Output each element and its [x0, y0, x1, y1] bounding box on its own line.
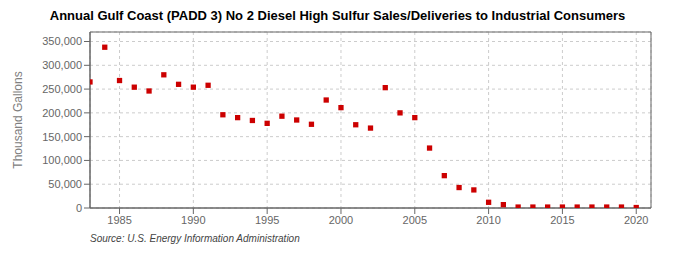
svg-text:50,000: 50,000	[48, 178, 82, 190]
svg-text:350,000: 350,000	[42, 35, 82, 47]
svg-text:1995: 1995	[255, 214, 279, 226]
html-text:Annual Gulf Coast (PADD 3) No: Annual Gulf Coast (PADD 3) No 2 Diesel H…	[49, 8, 626, 23]
html-text:Source: U.S. Energy Informatio: Source: U.S. Energy Information Administ…	[90, 233, 300, 244]
svg-text:1985: 1985	[107, 214, 131, 226]
svg-text:150,000: 150,000	[42, 131, 82, 143]
svg-text:2020: 2020	[624, 214, 648, 226]
svg-text:Thousand Gallons: Thousand Gallons	[11, 71, 25, 168]
svg-text:100,000: 100,000	[42, 154, 82, 166]
svg-text:0: 0	[76, 202, 82, 214]
svg-text:300,000: 300,000	[42, 59, 82, 71]
svg-text:1990: 1990	[181, 214, 205, 226]
svg-text:250,000: 250,000	[42, 83, 82, 95]
svg-text:2010: 2010	[476, 214, 500, 226]
svg-text:200,000: 200,000	[42, 107, 82, 119]
svg-text:2000: 2000	[329, 214, 353, 226]
svg-text:2005: 2005	[403, 214, 427, 226]
svg-text:2015: 2015	[550, 214, 574, 226]
